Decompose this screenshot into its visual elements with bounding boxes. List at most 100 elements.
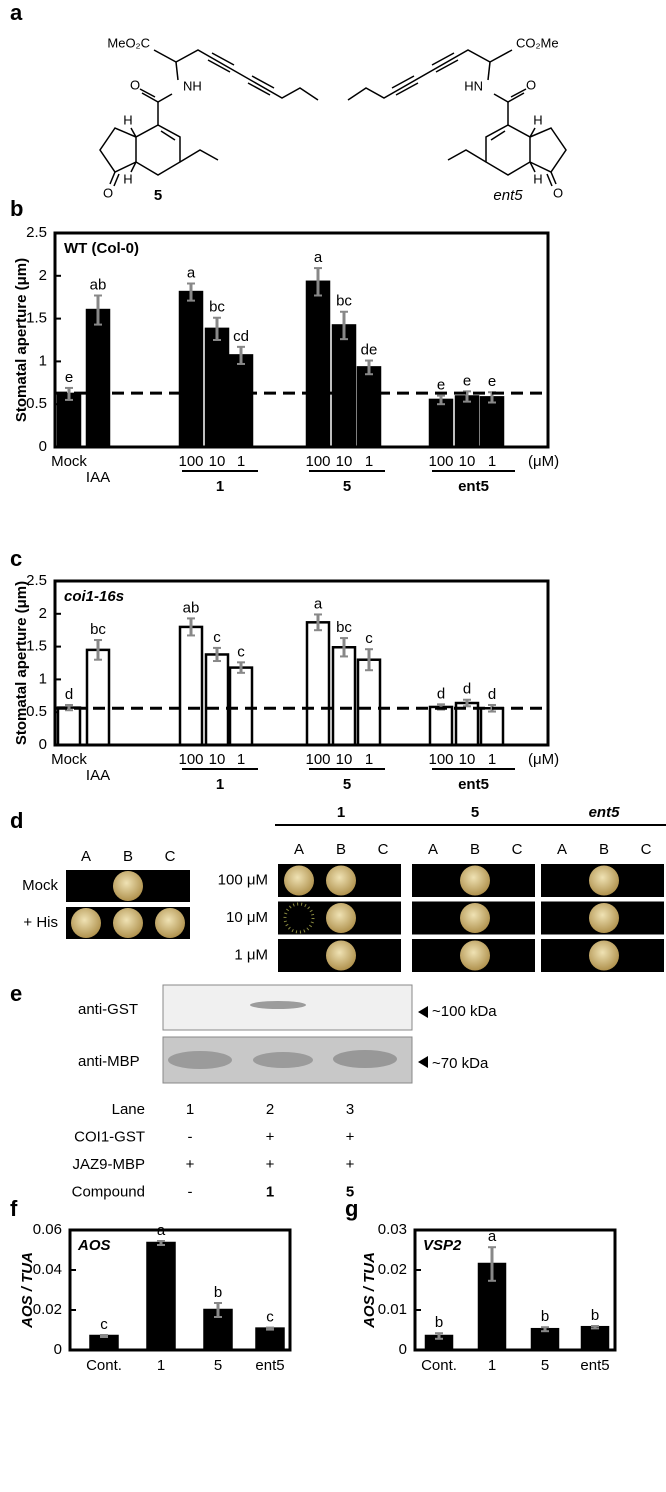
cell: +	[346, 1156, 355, 1173]
significance-letter: d	[437, 685, 445, 702]
significance-letter: b	[435, 1314, 443, 1331]
x-tick-label: IAA	[86, 767, 110, 784]
y-tick-label: 0.02	[33, 1301, 62, 1318]
bar	[204, 327, 230, 449]
y-axis-label: Stomatal aperture (μm)	[13, 581, 30, 745]
significance-letter: e	[65, 369, 73, 386]
band	[168, 1051, 232, 1069]
significance-letter: bc	[336, 293, 352, 310]
colony	[589, 940, 619, 971]
significance-letter: e	[488, 373, 496, 390]
significance-letter: c	[100, 1316, 108, 1333]
cell: 1	[186, 1101, 194, 1118]
band	[333, 1050, 397, 1068]
chem-label: MeO₂C	[107, 35, 150, 50]
plot-frame	[53, 579, 550, 747]
colony	[113, 871, 143, 901]
cell: -	[188, 1183, 193, 1200]
cell: +	[186, 1156, 195, 1173]
y-tick-label: 2.5	[26, 224, 47, 241]
cell: +	[266, 1128, 275, 1145]
x-tick-label: 10	[459, 751, 476, 768]
significance-letter: bc	[90, 621, 106, 638]
x-tick-label: Cont.	[421, 1357, 457, 1374]
panel-label: a	[10, 0, 23, 25]
chem-label: H	[533, 171, 542, 186]
significance-letter: a	[314, 249, 323, 266]
bar	[255, 1327, 285, 1352]
group-label: 1	[216, 478, 224, 495]
column-label: A	[428, 841, 438, 858]
significance-letter: cd	[233, 328, 249, 345]
cell: 5	[346, 1183, 354, 1200]
chem-label: O	[553, 185, 563, 200]
row-label: Compound	[72, 1183, 145, 1200]
row-label: COI1-GST	[74, 1128, 145, 1145]
arrow	[418, 1006, 428, 1018]
chem-label: CO₂Me	[516, 35, 559, 50]
colony	[326, 903, 356, 933]
column-label: C	[641, 841, 652, 858]
y-tick-label: 2	[39, 267, 47, 284]
column-label: B	[599, 841, 609, 858]
bar	[56, 706, 82, 747]
chart-title: VSP2	[423, 1237, 462, 1254]
panel-label: g	[345, 1196, 358, 1221]
significance-letter: e	[463, 372, 471, 389]
bar	[146, 1241, 176, 1352]
y-tick-label: 1	[39, 670, 47, 687]
chem-label: O	[103, 185, 113, 200]
colony	[326, 940, 356, 971]
colony	[283, 902, 315, 934]
y-tick-label: 0.04	[33, 1261, 62, 1278]
plot-frame	[413, 1228, 617, 1352]
band	[250, 1001, 306, 1009]
x-tick-label: 5	[214, 1357, 222, 1374]
x-tick-label: 1	[157, 1357, 165, 1374]
chem-label: H	[533, 112, 542, 127]
colony	[589, 903, 619, 933]
column-label: B	[123, 848, 133, 865]
x-tick-label: 1	[237, 751, 245, 768]
bar	[89, 1334, 119, 1352]
antibody-label: anti-GST	[78, 1001, 138, 1018]
significance-letter: c	[266, 1309, 274, 1326]
significance-letter: ab	[183, 599, 200, 616]
y-tick-label: 2.5	[26, 572, 47, 589]
row-label: Mock	[22, 877, 58, 894]
panel-a: MeO₂C NH O O H H 5 CO₂Me HN O O H H ent5	[99, 35, 567, 204]
x-tick-label: 1	[488, 1357, 496, 1374]
column-label: C	[378, 841, 389, 858]
y-tick-label: 0	[39, 438, 47, 455]
significance-letter: ab	[90, 276, 107, 293]
bar	[228, 354, 254, 449]
column-label: B	[470, 841, 480, 858]
y-tick-label: 0	[39, 736, 47, 753]
x-tick-label: 10	[209, 751, 226, 768]
chart-title: coi1-16s	[64, 588, 124, 605]
x-tick-label: 100	[428, 453, 453, 470]
plot-frame	[53, 231, 550, 449]
x-tick-label: 10	[459, 453, 476, 470]
x-tick-label: 1	[365, 751, 373, 768]
chem-label: H	[123, 171, 132, 186]
row-label: JAZ9-MBP	[72, 1156, 145, 1173]
bar	[530, 1327, 560, 1352]
x-tick-label: 100	[428, 751, 453, 768]
significance-letter: e	[437, 377, 445, 394]
x-tick-label: Mock	[51, 453, 87, 470]
panel-label: e	[10, 981, 22, 1006]
row-label: Lane	[112, 1101, 145, 1118]
bar	[580, 1325, 610, 1352]
y-tick-label: 2	[39, 605, 47, 622]
significance-letter: bc	[336, 619, 352, 636]
chem-label: O	[526, 77, 536, 92]
y-tick-label: 0	[54, 1341, 62, 1358]
compound-label: 5	[154, 187, 162, 204]
panel-label: d	[10, 808, 23, 833]
x-tick-label: 1	[488, 453, 496, 470]
bar	[56, 392, 82, 449]
unit-label: (μM)	[528, 453, 559, 470]
chem-label: H	[123, 112, 132, 127]
